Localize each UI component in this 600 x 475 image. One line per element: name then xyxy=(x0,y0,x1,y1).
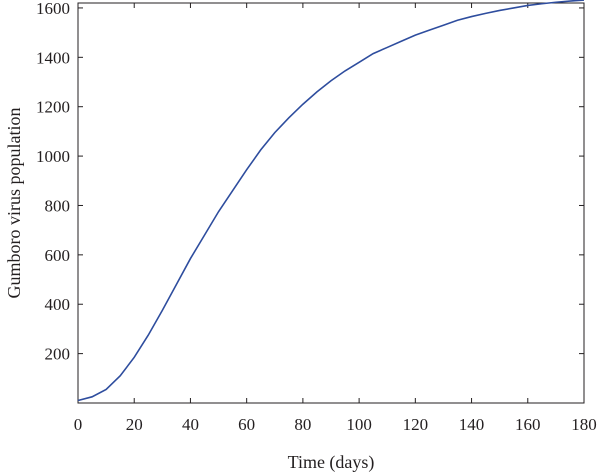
x-tick-label: 40 xyxy=(182,415,199,434)
x-tick-label: 120 xyxy=(403,415,429,434)
x-tick-label: 0 xyxy=(74,415,83,434)
x-tick-label: 60 xyxy=(238,415,255,434)
y-tick-label: 1200 xyxy=(36,98,70,117)
y-tick-label: 600 xyxy=(45,246,71,265)
y-axis-title: Gumboro virus population xyxy=(4,108,24,299)
y-tick-label: 200 xyxy=(45,345,71,364)
y-tick-label: 1600 xyxy=(36,0,70,18)
y-tick-label: 400 xyxy=(45,295,71,314)
x-tick-label: 180 xyxy=(571,415,597,434)
x-tick-label: 80 xyxy=(294,415,311,434)
y-tick-label: 1000 xyxy=(36,147,70,166)
x-tick-label: 20 xyxy=(126,415,143,434)
x-tick-label: 100 xyxy=(346,415,372,434)
series-line xyxy=(77,0,585,402)
x-tick-label: 160 xyxy=(515,415,541,434)
x-axis: 0 20 40 60 80 100 120 140 160 180 xyxy=(74,3,597,434)
y-tick-label: 1400 xyxy=(36,48,70,67)
x-axis-title: Time (days) xyxy=(288,452,375,473)
x-tick-label: 140 xyxy=(459,415,485,434)
y-tick-label: 800 xyxy=(45,196,71,215)
plot-area-frame xyxy=(77,2,585,404)
y-axis: 200 400 600 800 1000 1200 1400 1600 xyxy=(36,0,584,364)
